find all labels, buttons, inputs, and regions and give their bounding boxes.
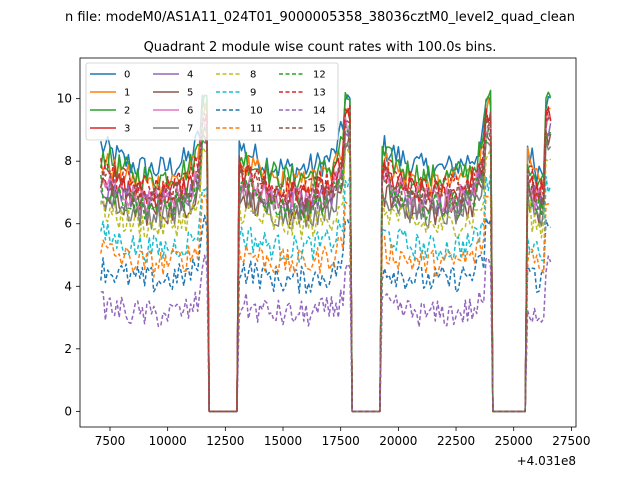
series-line-15 (100, 111, 552, 413)
x-tick-label: 10000 (149, 434, 187, 448)
legend-label-14: 14 (313, 106, 326, 117)
plot-area (100, 89, 552, 413)
legend-label-1: 1 (124, 88, 130, 99)
legend-label-9: 9 (250, 88, 256, 99)
series-line-13 (100, 104, 552, 413)
y-tick-label: 0 (64, 404, 72, 418)
series-line-0 (100, 94, 551, 413)
axes-frame (79, 57, 577, 428)
y-tick-label: 2 (64, 342, 72, 356)
legend-box (85, 62, 339, 141)
legend-label-2: 2 (124, 106, 130, 117)
x-tick-label: 17500 (322, 434, 360, 448)
legend-label-3: 3 (124, 124, 130, 135)
legend-label-15: 15 (313, 124, 326, 135)
x-tick-label: 12500 (206, 434, 244, 448)
legend-label-13: 13 (313, 88, 326, 99)
legend-label-11: 11 (250, 124, 263, 135)
y-tick-label: 10 (57, 92, 72, 106)
legend-label-7: 7 (187, 124, 193, 135)
y-tick-label: 4 (64, 279, 72, 293)
legend-label-10: 10 (250, 106, 263, 117)
series-line-14 (100, 254, 552, 413)
series-line-12 (100, 123, 552, 413)
legend-label-0: 0 (124, 70, 130, 81)
x-tick-label: 7500 (95, 434, 126, 448)
x-axis: 7500 10000 12500 15000 17500 20000 22500 25000 2… (95, 427, 590, 448)
figure-suptitle: n file: modeM0/AS1A11_024T01_9000005358_… (65, 10, 575, 25)
legend-label-5: 5 (187, 88, 193, 99)
x-tick-label: 20000 (379, 434, 417, 448)
x-tick-label: 25000 (495, 434, 533, 448)
x-tick-label: 27500 (552, 434, 590, 448)
x-tick-label: 22500 (437, 434, 475, 448)
y-tick-label: 6 (64, 217, 72, 231)
series-line-8 (100, 146, 552, 413)
y-axis: 0 2 4 6 8 10 (57, 92, 80, 418)
x-tick-label: 15000 (264, 434, 302, 448)
series-line-11 (100, 194, 552, 413)
legend-label-12: 12 (313, 70, 326, 81)
legend-label-4: 4 (187, 70, 193, 81)
legend-label-8: 8 (250, 70, 256, 81)
legend-label-6: 6 (187, 106, 193, 117)
series-line-10 (100, 214, 551, 413)
chart-title: Quadrant 2 module wise count rates with … (144, 40, 497, 55)
series-line-9 (100, 173, 552, 413)
y-tick-label: 8 (64, 154, 72, 168)
x-offset-label: +4.031e8 (517, 454, 576, 468)
